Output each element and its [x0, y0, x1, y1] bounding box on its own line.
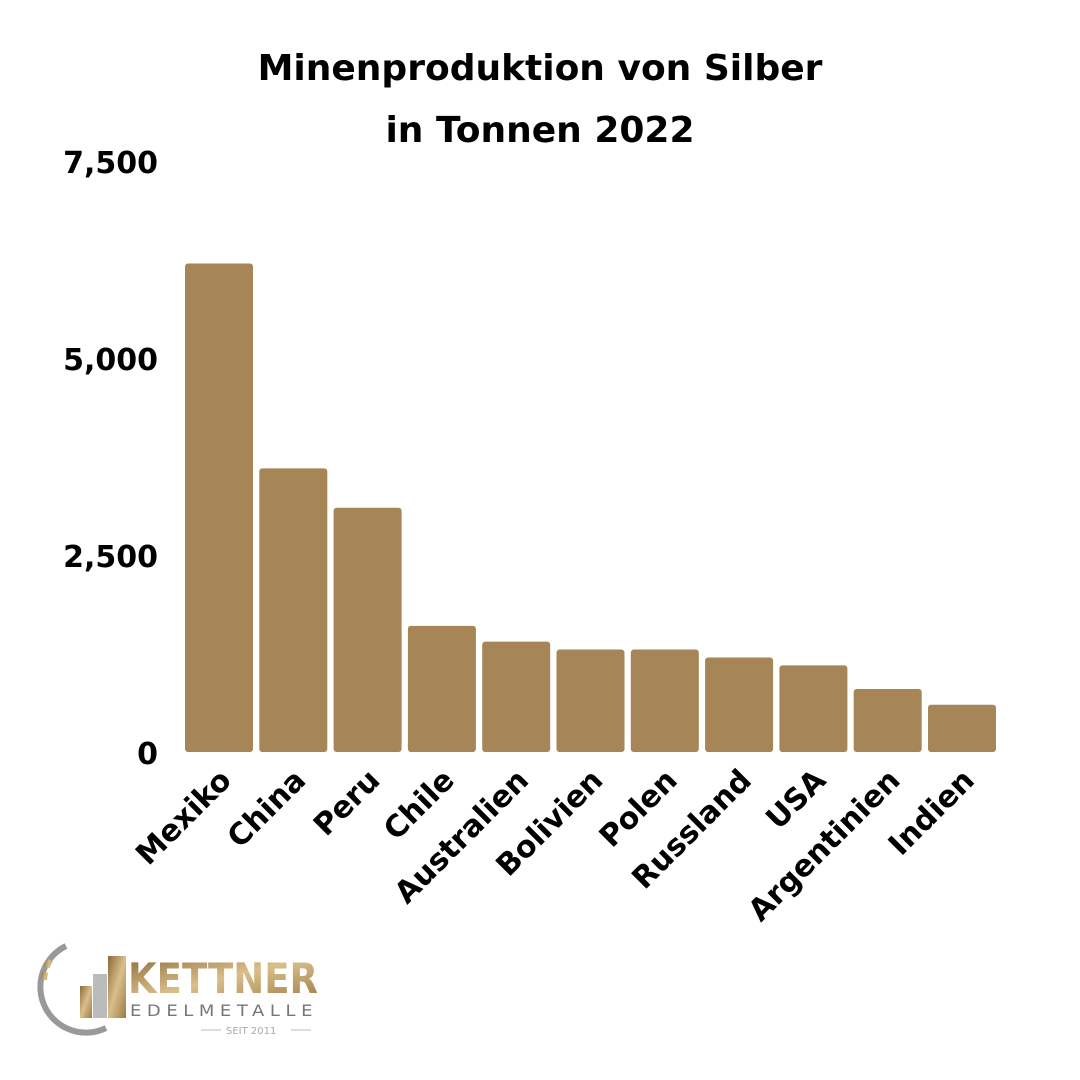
y-tick-label: 2,500 [63, 540, 158, 575]
x-tick-label: China [221, 763, 313, 855]
bar-mexiko [185, 263, 253, 752]
y-tick-label: 0 [137, 737, 158, 772]
chart-subtitle: in Tonnen 2022 [385, 110, 695, 151]
bar-china [259, 468, 328, 752]
bar-usa [779, 665, 848, 752]
bar-indien [928, 704, 996, 752]
svg-text:KETTNER: KETTNER [128, 954, 318, 1003]
bar-chile [407, 625, 476, 752]
svg-text:EDELMETALLE: EDELMETALLE [130, 1001, 318, 1020]
y-tick-label: 7,500 [63, 146, 158, 181]
bar-australien [482, 641, 551, 752]
bar-argentinien [853, 688, 922, 752]
bar-peru [333, 507, 402, 752]
x-tick-label: Mexiko [129, 763, 238, 872]
x-tick-label: Peru [307, 763, 387, 843]
bar-polen [630, 649, 699, 752]
y-tick-label: 5,000 [63, 343, 158, 378]
bar-russland [705, 657, 774, 752]
bar-bolivien [556, 649, 625, 752]
chart-title: Minenproduktion von Silber [257, 48, 823, 89]
svg-text:SEIT 2011: SEIT 2011 [226, 1026, 276, 1037]
kettner-logo: KETTNER EDELMETALLE SEIT 2011 [37, 943, 318, 1037]
